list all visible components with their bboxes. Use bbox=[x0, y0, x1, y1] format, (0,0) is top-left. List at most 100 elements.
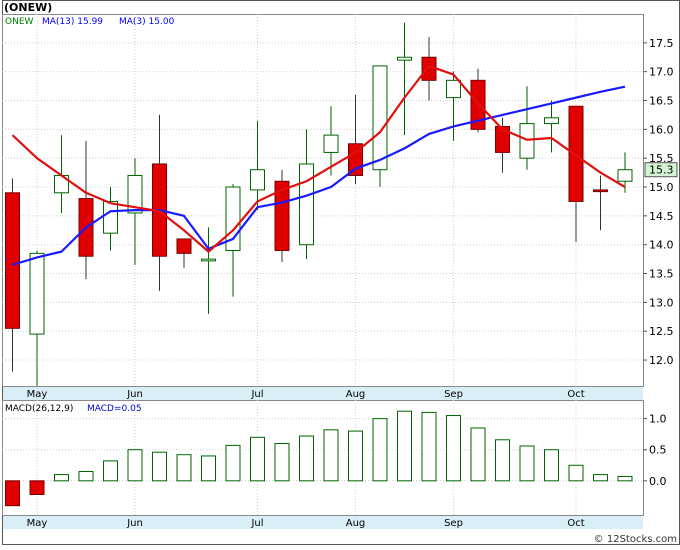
macd-bar bbox=[495, 439, 510, 482]
candle bbox=[54, 135, 69, 213]
ma13-line bbox=[12, 85, 626, 266]
macd-x-labels: May Jun Jul Aug Sep Oct bbox=[27, 518, 585, 529]
price-y-tick-label: 12.0 bbox=[649, 354, 674, 367]
macd-x-label: Oct bbox=[567, 518, 584, 529]
macd-bar bbox=[250, 436, 265, 482]
price-x-label: Sep bbox=[444, 389, 463, 400]
price-x-label: Jul bbox=[250, 389, 263, 400]
candle bbox=[250, 120, 265, 211]
macd-bar bbox=[54, 474, 69, 482]
macd-bar bbox=[274, 443, 290, 482]
macd-bar bbox=[299, 435, 314, 482]
macd-bar bbox=[617, 475, 633, 482]
candle-body-up bbox=[446, 79, 461, 99]
candle bbox=[519, 86, 535, 170]
candle bbox=[593, 175, 608, 231]
macd-bar bbox=[593, 474, 608, 482]
macd-bar bbox=[5, 480, 20, 507]
legend-ticker: ONEW bbox=[5, 17, 34, 27]
candle-body-up bbox=[29, 252, 45, 335]
candle bbox=[397, 22, 412, 136]
candle-body-up bbox=[544, 117, 559, 125]
macd-y-ticks: 0.0 0.5 1.0 bbox=[643, 413, 667, 488]
macd-bar bbox=[372, 418, 388, 482]
macd-panel bbox=[2, 400, 644, 516]
candle bbox=[495, 117, 510, 173]
macd-bar bbox=[29, 480, 45, 495]
macd-bar bbox=[176, 454, 192, 482]
macd-x-axis-band bbox=[3, 516, 643, 529]
price-x-label: Aug bbox=[346, 389, 366, 400]
macd-bar bbox=[323, 429, 339, 482]
macd-bar bbox=[152, 451, 167, 482]
macd-bar bbox=[201, 455, 216, 482]
price-y-tick-label: 17.0 bbox=[649, 66, 674, 79]
candle-body-up bbox=[617, 169, 633, 182]
macd-x-label: Jul bbox=[250, 518, 263, 529]
candle bbox=[176, 238, 192, 268]
price-y-tick-label: 12.5 bbox=[649, 325, 674, 338]
candle bbox=[299, 129, 314, 260]
macd-bar bbox=[446, 415, 461, 482]
price-y-tick-label: 13.5 bbox=[649, 268, 674, 281]
candle-body-up bbox=[103, 200, 118, 234]
candle-body-up bbox=[372, 65, 388, 171]
candle bbox=[127, 158, 143, 265]
macd-bar bbox=[421, 411, 437, 482]
macd-y-tick-label: 0.0 bbox=[649, 475, 667, 488]
price-y-tick-label: 16.0 bbox=[649, 123, 674, 136]
price-y-tick-label: 14.0 bbox=[649, 239, 674, 252]
candle bbox=[544, 100, 559, 153]
macd-y-tick-label: 1.0 bbox=[649, 413, 667, 426]
macd-title: MACD(26,12,9) bbox=[5, 404, 73, 414]
price-y-tick-label: 14.5 bbox=[649, 210, 674, 223]
candle-body-up bbox=[250, 169, 265, 191]
legend-ma13: MA(13) 15.99 bbox=[42, 17, 103, 27]
candle bbox=[201, 227, 216, 314]
macd-bars bbox=[5, 410, 633, 507]
candle-body-down bbox=[176, 238, 192, 254]
macd-bar bbox=[470, 427, 486, 482]
candle-body-up bbox=[323, 134, 339, 153]
candle-body-up bbox=[299, 163, 314, 246]
candle bbox=[103, 187, 118, 251]
macd-x-label: Sep bbox=[444, 518, 463, 529]
candle-body-up bbox=[127, 174, 143, 214]
price-y-ticks: 12.0 12.5 13.0 13.5 14.0 14.5 15.0 15.5 16.0 16.5… bbox=[643, 37, 674, 367]
macd-bar bbox=[519, 445, 535, 482]
price-x-axis-band bbox=[3, 387, 643, 400]
candle-body-down bbox=[568, 105, 584, 202]
legend-ma3: MA(3) 15.00 bbox=[119, 17, 175, 27]
chart-symbol: (ONEW) bbox=[4, 1, 52, 14]
price-y-tick-label: 13.0 bbox=[649, 296, 674, 309]
candle-body-down bbox=[5, 192, 20, 329]
price-y-tick-label: 17.5 bbox=[649, 37, 674, 50]
last-price-badge bbox=[644, 162, 678, 178]
price-panel bbox=[2, 14, 644, 387]
candle bbox=[5, 178, 20, 372]
macd-legend: MACD=0.05 bbox=[87, 404, 142, 414]
macd-bar bbox=[348, 430, 363, 482]
candle bbox=[323, 106, 339, 176]
candle bbox=[446, 71, 461, 141]
macd-bar bbox=[127, 449, 143, 482]
price-x-label: Oct bbox=[567, 389, 584, 400]
candle-body-down bbox=[274, 180, 290, 251]
macd-x-label: May bbox=[27, 518, 48, 529]
price-y-tick-label: 15.0 bbox=[649, 181, 674, 194]
macd-bar bbox=[78, 470, 94, 482]
watermark: © 12Stocks.com bbox=[594, 534, 677, 545]
candle bbox=[372, 65, 388, 188]
price-y-tick-label: 16.5 bbox=[649, 95, 674, 108]
macd-bar bbox=[568, 464, 584, 482]
last-price-value: 15.3 bbox=[649, 164, 674, 177]
candle bbox=[568, 105, 584, 242]
macd-bar bbox=[103, 460, 118, 482]
candle bbox=[274, 169, 290, 262]
candle-body-up bbox=[201, 258, 216, 262]
macd-bar bbox=[225, 444, 241, 482]
candle bbox=[29, 250, 45, 386]
price-x-labels: May Jun Jul Aug Sep Oct bbox=[27, 389, 585, 400]
